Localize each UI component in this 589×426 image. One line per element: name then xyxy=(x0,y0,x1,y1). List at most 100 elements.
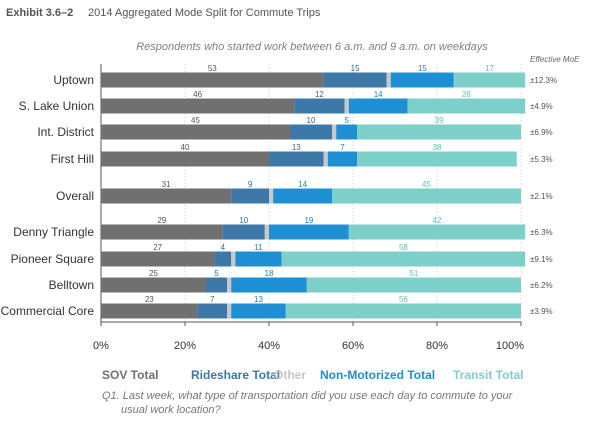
bar-segment-other xyxy=(386,72,391,88)
bar-row-first-hill: First Hill 40 13 7 38 ±5.3% xyxy=(51,143,553,167)
data-label-transit: 28 xyxy=(462,90,471,99)
data-label-sov: 40 xyxy=(181,143,190,152)
moe-value: ±6.9% xyxy=(530,128,553,137)
bar-segment-sov xyxy=(101,303,198,319)
exhibit-label: Exhibit 3.6–2 xyxy=(6,7,73,19)
moe-value: ±5.3% xyxy=(530,155,553,164)
data-label-nonmotorized: 5 xyxy=(344,116,349,125)
data-label-rideshare: 15 xyxy=(351,64,360,73)
bar-segment-transit xyxy=(357,151,517,167)
data-label-transit: 42 xyxy=(433,216,442,225)
data-label-nonmotorized: 7 xyxy=(340,143,345,152)
bar-segment-sov xyxy=(101,251,215,267)
data-label-nonmotorized: 19 xyxy=(304,216,313,225)
moe-value: ±12.3% xyxy=(530,76,557,85)
bar-segment-sov xyxy=(101,72,324,88)
bar-segment-sov xyxy=(101,188,232,204)
legend-item-nonmotorized: Non-Motorized Total xyxy=(320,368,435,382)
survey-question-line-1: Q1. Last week, what type of transportati… xyxy=(102,390,514,402)
legend-item-sov: SOV Total xyxy=(102,368,158,382)
data-label-transit: 17 xyxy=(485,64,494,73)
data-label-sov: 46 xyxy=(193,90,202,99)
data-label-nonmotorized: 14 xyxy=(374,90,383,99)
legend-item-rideshare: Rideshare Total xyxy=(191,368,280,382)
data-label-transit: 51 xyxy=(409,269,418,278)
moe-value: ±4.9% xyxy=(530,102,553,111)
category-label: Denny Triangle xyxy=(13,225,94,239)
category-label: Overall xyxy=(56,189,94,203)
bar-segment-sov xyxy=(101,151,269,167)
data-label-sov: 23 xyxy=(145,295,154,304)
moe-value: ±3.9% xyxy=(530,307,553,316)
bar-row-commercial-core: Commercial Core 23 7 13 56 ±3.9% xyxy=(1,295,553,319)
data-label-transit: 56 xyxy=(399,295,408,304)
survey-question-line-2: usual work location? xyxy=(121,404,222,416)
data-label-nonmotorized: 11 xyxy=(254,243,263,252)
data-label-sov: 31 xyxy=(162,180,171,189)
data-label-rideshare: 5 xyxy=(214,269,219,278)
category-label: S. Lake Union xyxy=(19,99,94,113)
data-label-nonmotorized: 15 xyxy=(418,64,427,73)
x-axis: 0% 20% 40% 60% 80% 100% xyxy=(93,321,524,352)
bar-segment-transit xyxy=(285,303,521,319)
bar-segment-transit xyxy=(453,72,526,88)
bar-segment-nonmotorized xyxy=(231,303,286,319)
bar-segment-transit xyxy=(357,124,521,140)
bar-segment-rideshare xyxy=(294,98,345,114)
bar-row-denny-triangle: Denny Triangle 29 10 19 42 ±6.3% xyxy=(13,216,553,240)
bar-segment-transit xyxy=(281,251,526,267)
category-label: Pioneer Square xyxy=(11,252,95,266)
x-tick-label: 0% xyxy=(93,340,109,352)
bar-segment-other xyxy=(231,251,236,267)
data-label-sov: 53 xyxy=(208,64,217,73)
moe-value: ±2.1% xyxy=(530,192,553,201)
category-label: Belltown xyxy=(49,278,94,292)
data-label-transit: 39 xyxy=(435,116,444,125)
data-label-rideshare: 4 xyxy=(221,243,226,252)
bar-segment-nonmotorized xyxy=(269,224,349,240)
data-label-rideshare: 12 xyxy=(315,90,324,99)
data-label-nonmotorized: 18 xyxy=(265,269,274,278)
bar-segment-nonmotorized xyxy=(273,188,332,204)
bar-row-pioneer-square: Pioneer Square 27 4 11 58 ±9.1% xyxy=(11,243,553,267)
data-label-rideshare: 10 xyxy=(239,216,248,225)
bar-segment-transit xyxy=(407,98,526,114)
bar-segment-other xyxy=(227,277,232,293)
category-label: Uptown xyxy=(53,73,94,87)
bar-segment-rideshare xyxy=(269,151,324,167)
bar-row-overall: Overall 31 9 14 45 ±2.1% xyxy=(56,180,553,204)
moe-value: ±6.2% xyxy=(530,281,553,290)
bar-segment-other xyxy=(269,188,274,204)
bar-segment-sov xyxy=(101,98,295,114)
chart-subtitle: Respondents who started work between 6 a… xyxy=(136,41,488,53)
bar-row-int-district: Int. District 45 10 5 39 ±6.9% xyxy=(37,116,553,140)
data-label-sov: 29 xyxy=(157,216,166,225)
data-label-nonmotorized: 13 xyxy=(254,295,263,304)
data-label-nonmotorized: 14 xyxy=(298,180,307,189)
moe-value: ±6.3% xyxy=(530,228,553,237)
bar-segment-sov xyxy=(101,124,290,140)
bar-segment-rideshare xyxy=(231,188,269,204)
bar-segment-rideshare xyxy=(214,251,232,267)
bar-segment-rideshare xyxy=(323,72,387,88)
bar-segment-nonmotorized xyxy=(235,251,282,267)
bar-segment-rideshare xyxy=(206,277,227,293)
x-tick-label: 20% xyxy=(174,340,196,352)
bar-segment-other xyxy=(344,98,349,114)
bar-row-uptown: Uptown 53 15 15 17 ±12.3% xyxy=(53,64,557,88)
bar-segment-other xyxy=(332,124,337,140)
bar-segment-other xyxy=(264,224,269,240)
x-tick-label: 40% xyxy=(258,340,280,352)
data-label-transit: 45 xyxy=(422,180,431,189)
bar-segment-nonmotorized xyxy=(348,98,408,114)
bar-row-belltown: Belltown 25 5 18 51 ±6.2% xyxy=(49,269,553,293)
bar-segment-transit xyxy=(332,188,521,204)
bar-segment-sov xyxy=(101,277,206,293)
bar-segment-rideshare xyxy=(290,124,332,140)
bar-segment-nonmotorized xyxy=(231,277,307,293)
x-tick-label: 60% xyxy=(342,340,364,352)
bar-segment-transit xyxy=(348,224,526,240)
data-label-sov: 27 xyxy=(153,243,162,252)
